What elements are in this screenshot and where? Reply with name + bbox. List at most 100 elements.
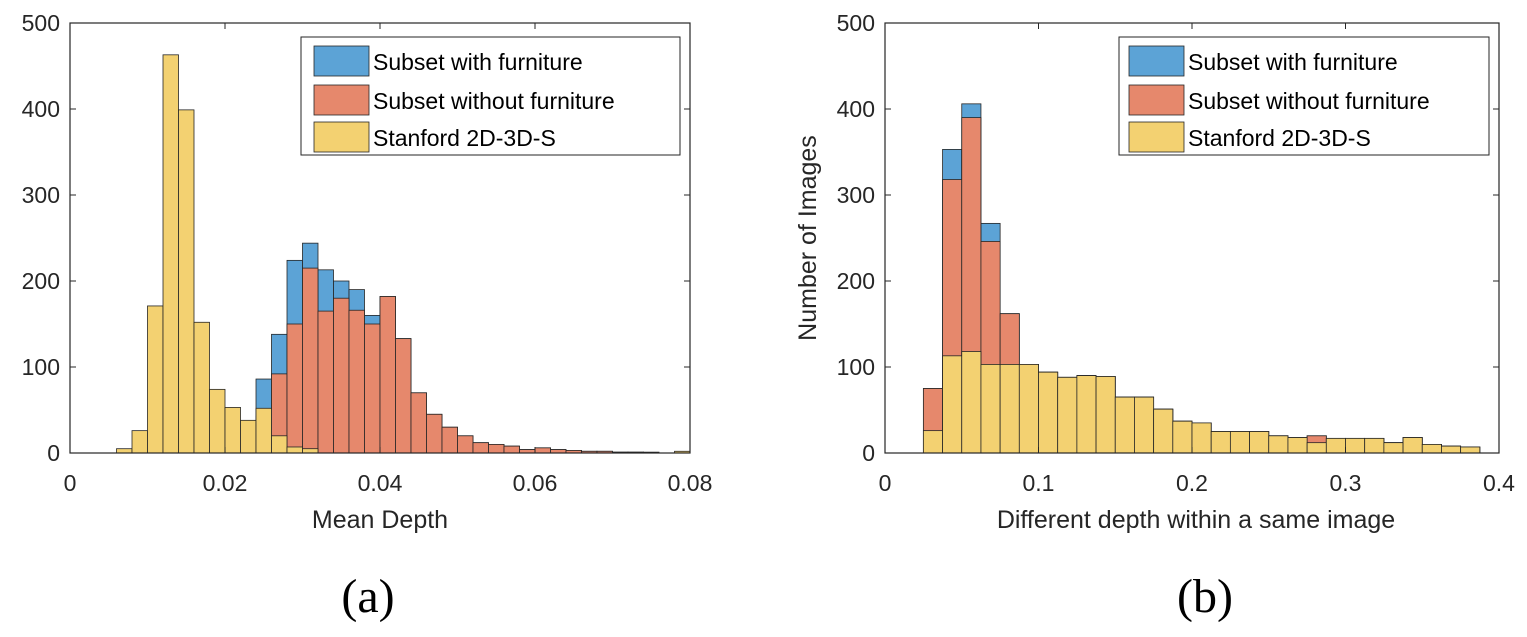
bar-b-s2-18 xyxy=(1268,435,1289,454)
bar-a-s2-12 xyxy=(302,448,319,454)
bar-a-s1-23 xyxy=(472,442,489,454)
bar-a-s2-7 xyxy=(224,407,241,454)
bar-b-s2-16 xyxy=(1229,431,1250,454)
ticks-a: 0 0.02 0.04 0.06 0.08 0 100 200 300 400 500 xyxy=(22,10,713,496)
xtick-label-a-0: 0 xyxy=(64,470,77,496)
bar-a-s1-27 xyxy=(534,447,551,454)
bar-a-s2-1 xyxy=(131,430,148,454)
bar-b-s2-24 xyxy=(1383,442,1404,454)
ticks-b: 0 0.1 0.2 0.3 0.4 0 100 200 300 400 500 xyxy=(837,10,1516,496)
xtick-label-a-2: 0.04 xyxy=(358,470,403,496)
bars-a xyxy=(70,54,691,454)
bar-b-s2-2 xyxy=(961,351,982,454)
x-axis-label-a: Mean Depth xyxy=(312,506,448,534)
ytick-label-a-0: 0 xyxy=(47,440,60,466)
bar-b-s2-21 xyxy=(1325,437,1346,454)
bar-b-s2-6 xyxy=(1038,371,1059,454)
ytick-label-b-5: 500 xyxy=(837,10,875,36)
ytick-label-a-4: 400 xyxy=(22,96,60,122)
legend-swatch-b-0 xyxy=(1128,45,1185,77)
bar-a-s1-15 xyxy=(348,309,365,454)
ytick-label-b-2: 200 xyxy=(837,268,875,294)
bar-b-s2-26 xyxy=(1421,443,1442,454)
xtick-label-b-1: 0.1 xyxy=(1023,470,1055,496)
panel-label-b: (b) xyxy=(1177,570,1233,623)
bar-b-s2-25 xyxy=(1402,437,1423,454)
bar-b-s2-19 xyxy=(1287,437,1308,454)
bar-a-s1-19 xyxy=(410,392,427,454)
bar-b-s2-8 xyxy=(1076,375,1097,454)
bar-a-s2-4 xyxy=(178,109,195,454)
chart-panel-b: 0 0.1 0.2 0.3 0.4 0 100 200 300 400 500 Different … xyxy=(794,10,1515,623)
bar-b-s2-9 xyxy=(1095,376,1116,454)
bar-a-s2-10 xyxy=(271,435,288,454)
legend-label-a-0: Subset with furniture xyxy=(373,49,583,75)
bar-a-s2-3 xyxy=(162,54,179,454)
bar-b-s2-10 xyxy=(1114,396,1135,454)
panel-label-a: (a) xyxy=(341,570,394,623)
legend-label-a-1: Subset without furniture xyxy=(373,88,615,114)
legend-swatch-a-0 xyxy=(313,45,370,77)
bar-b-s2-13 xyxy=(1172,420,1193,454)
bar-b-s2-17 xyxy=(1249,431,1270,454)
ytick-label-a-2: 200 xyxy=(22,268,60,294)
bar-a-s1-25 xyxy=(503,445,520,454)
bar-a-s2-0 xyxy=(116,448,133,454)
legend-label-b-1: Subset without furniture xyxy=(1188,88,1430,114)
legend-label-b-2: Stanford 2D-3D-S xyxy=(1188,125,1371,151)
bar-b-s2-0 xyxy=(922,430,943,454)
xtick-label-b-2: 0.2 xyxy=(1176,470,1208,496)
bar-b-s2-20 xyxy=(1306,442,1327,454)
bar-a-s2-8 xyxy=(240,419,257,454)
bar-a-s1-16 xyxy=(364,323,381,454)
legend-swatch-b-1 xyxy=(1128,84,1185,116)
legend-a: Subset with furniture Subset without fur… xyxy=(300,36,681,156)
bar-a-s2-11 xyxy=(286,446,303,454)
xtick-label-b-0: 0 xyxy=(879,470,892,496)
bar-b-s2-4 xyxy=(999,364,1020,454)
ytick-label-b-4: 400 xyxy=(837,96,875,122)
ytick-label-a-3: 300 xyxy=(22,182,60,208)
legend-swatch-a-2 xyxy=(313,121,370,153)
bars-b xyxy=(885,103,1499,454)
bar-a-s1-22 xyxy=(457,435,474,454)
bar-a-s1-18 xyxy=(395,338,412,454)
xtick-label-a-3: 0.06 xyxy=(513,470,558,496)
ytick-label-a-5: 500 xyxy=(22,10,60,36)
bar-b-s2-5 xyxy=(1018,364,1039,454)
legend-label-b-0: Subset with furniture xyxy=(1188,49,1398,75)
bar-b-s2-22 xyxy=(1345,437,1366,454)
ytick-label-b-0: 0 xyxy=(862,440,875,466)
bar-b-s2-12 xyxy=(1153,408,1174,454)
xtick-label-b-4: 0.4 xyxy=(1483,470,1515,496)
bar-b-s2-7 xyxy=(1057,376,1078,454)
bar-b-s2-28 xyxy=(1460,446,1481,454)
ytick-label-b-1: 100 xyxy=(837,354,875,380)
bar-a-s1-24 xyxy=(488,443,505,454)
ytick-label-b-3: 300 xyxy=(837,182,875,208)
bar-a-s2-9 xyxy=(255,407,272,454)
xtick-label-b-3: 0.3 xyxy=(1330,470,1362,496)
bar-a-s2-6 xyxy=(209,388,226,454)
bar-a-s1-20 xyxy=(426,413,443,454)
bar-b-s2-3 xyxy=(980,364,1001,454)
bar-a-s2-5 xyxy=(193,321,210,454)
bar-a-s1-14 xyxy=(333,297,350,454)
bar-a-s1-21 xyxy=(441,426,458,454)
bar-a-s2-2 xyxy=(147,305,164,454)
bar-a-s1-11 xyxy=(286,323,303,454)
chart-panel-a: 0 0.02 0.04 0.06 0.08 0 100 200 300 400 500 Mean D… xyxy=(22,10,713,623)
bar-a-s1-13 xyxy=(317,310,334,454)
bar-b-s2-15 xyxy=(1210,431,1231,454)
bar-a-s1-17 xyxy=(379,296,396,454)
legend-b: Subset with furniture Subset without fur… xyxy=(1118,36,1490,156)
bar-b-s2-1 xyxy=(942,355,963,454)
bar-b-s2-23 xyxy=(1364,437,1385,454)
xtick-label-a-4: 0.08 xyxy=(668,470,713,496)
bar-b-s2-27 xyxy=(1441,445,1462,454)
bar-b-s2-14 xyxy=(1191,422,1212,454)
ytick-label-a-1: 100 xyxy=(22,354,60,380)
bar-b-s2-11 xyxy=(1134,396,1155,454)
legend-swatch-b-2 xyxy=(1128,121,1185,153)
